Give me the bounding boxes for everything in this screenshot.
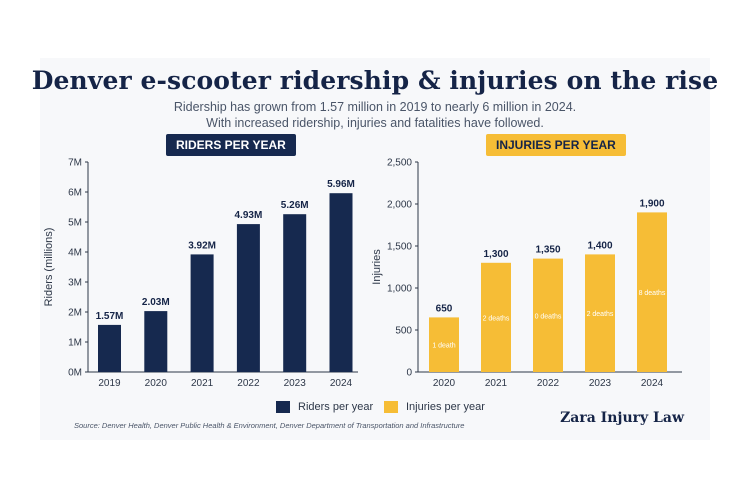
injuries-annotation: 8 deaths bbox=[639, 290, 666, 297]
riders-y-tick-label: 7M bbox=[68, 158, 82, 169]
subtitle-line-1: Ridership has grown from 1.57 million in… bbox=[173, 100, 577, 114]
riders-bar bbox=[236, 224, 260, 372]
injuries-x-tick-label: 2021 bbox=[485, 378, 508, 389]
injuries-annotation: 2 deaths bbox=[483, 315, 510, 322]
injuries-data-label: 1,350 bbox=[535, 245, 560, 256]
injuries-data-label: 650 bbox=[436, 303, 453, 314]
injuries-annotation: 0 deaths bbox=[535, 313, 562, 320]
injuries-y-tick-label: 0 bbox=[406, 368, 412, 379]
injuries-bar bbox=[429, 317, 459, 372]
riders-y-tick-label: 4M bbox=[68, 248, 82, 259]
injuries-annotation: 1 death bbox=[432, 343, 455, 350]
infographic-card bbox=[40, 58, 710, 440]
injuries-data-label: 1,400 bbox=[587, 240, 612, 251]
riders-x-tick-label: 2020 bbox=[145, 378, 168, 389]
injuries-data-label: 1,300 bbox=[483, 249, 508, 260]
legend-label-injuries: Injuries per year bbox=[406, 401, 485, 413]
injuries-x-tick-label: 2024 bbox=[641, 378, 664, 389]
injuries-y-tick-label: 2,000 bbox=[387, 200, 412, 211]
legend-item-riders: Riders per year bbox=[276, 400, 373, 414]
legend-swatch-riders bbox=[276, 401, 290, 413]
riders-bar bbox=[329, 193, 353, 372]
riders-data-label: 5.96M bbox=[327, 179, 355, 190]
riders-bar bbox=[283, 214, 307, 372]
injuries-y-tick-label: 1,000 bbox=[387, 284, 412, 295]
injuries-y-axis-label: Injuries bbox=[371, 249, 383, 285]
legend-swatch-injuries bbox=[384, 401, 398, 413]
injuries-bar bbox=[637, 212, 667, 372]
riders-data-label: 1.57M bbox=[96, 311, 124, 322]
injuries-bar bbox=[585, 254, 615, 372]
riders-y-tick-label: 1M bbox=[68, 338, 82, 349]
riders-x-tick-label: 2024 bbox=[330, 378, 353, 389]
riders-data-label: 3.92M bbox=[188, 240, 216, 251]
riders-y-tick-label: 0M bbox=[68, 368, 82, 379]
injuries-bar bbox=[533, 258, 563, 372]
riders-chart-title: RIDERS PER YEAR bbox=[166, 134, 296, 156]
brand-logo-text: Zara Injury Law bbox=[560, 410, 684, 426]
riders-x-tick-label: 2021 bbox=[191, 378, 214, 389]
riders-data-label: 5.26M bbox=[281, 200, 309, 211]
injuries-y-tick-label: 1,500 bbox=[387, 242, 412, 253]
source-note: Source: Denver Health, Denver Public Hea… bbox=[74, 421, 465, 430]
riders-y-tick-label: 5M bbox=[68, 218, 82, 229]
injuries-bar bbox=[481, 262, 511, 372]
riders-y-tick-label: 2M bbox=[68, 308, 82, 319]
injuries-annotation: 2 deaths bbox=[587, 311, 614, 318]
riders-bar bbox=[144, 311, 168, 372]
riders-x-tick-label: 2022 bbox=[237, 378, 260, 389]
riders-y-tick-label: 6M bbox=[68, 188, 82, 199]
legend-item-injuries: Injuries per year bbox=[384, 400, 485, 414]
riders-bar bbox=[190, 254, 214, 372]
injuries-chart: 0 500 1,000 1,500 2,000 2,500 Injuries 650 2020 1… bbox=[371, 158, 682, 389]
riders-data-label: 4.93M bbox=[235, 210, 263, 221]
riders-x-tick-label: 2023 bbox=[284, 378, 307, 389]
legend-label-riders: Riders per year bbox=[298, 401, 374, 413]
injuries-y-tick-label: 500 bbox=[395, 326, 412, 337]
riders-data-label: 2.03M bbox=[142, 297, 170, 308]
riders-chart: 0M 1M 2M 3M 4M 5M 6M 7M Riders (millions) 1.57M 20… bbox=[43, 158, 358, 389]
subtitle-line-2: With increased ridership, injuries and f… bbox=[206, 116, 544, 130]
injuries-x-tick-label: 2022 bbox=[537, 378, 560, 389]
injuries-y-tick-label: 2,500 bbox=[387, 158, 412, 169]
injuries-x-tick-label: 2023 bbox=[589, 378, 612, 389]
riders-y-axis-label: Riders (millions) bbox=[43, 228, 55, 307]
injuries-data-label: 1,900 bbox=[639, 198, 664, 209]
riders-x-tick-label: 2019 bbox=[98, 378, 121, 389]
injuries-chart-title: INJURIES PER YEAR bbox=[486, 134, 626, 156]
riders-y-tick-label: 3M bbox=[68, 278, 82, 289]
page-title: Denver e-scooter ridership & injuries on… bbox=[31, 66, 719, 95]
injuries-x-tick-label: 2020 bbox=[433, 378, 456, 389]
riders-bar bbox=[98, 324, 121, 372]
